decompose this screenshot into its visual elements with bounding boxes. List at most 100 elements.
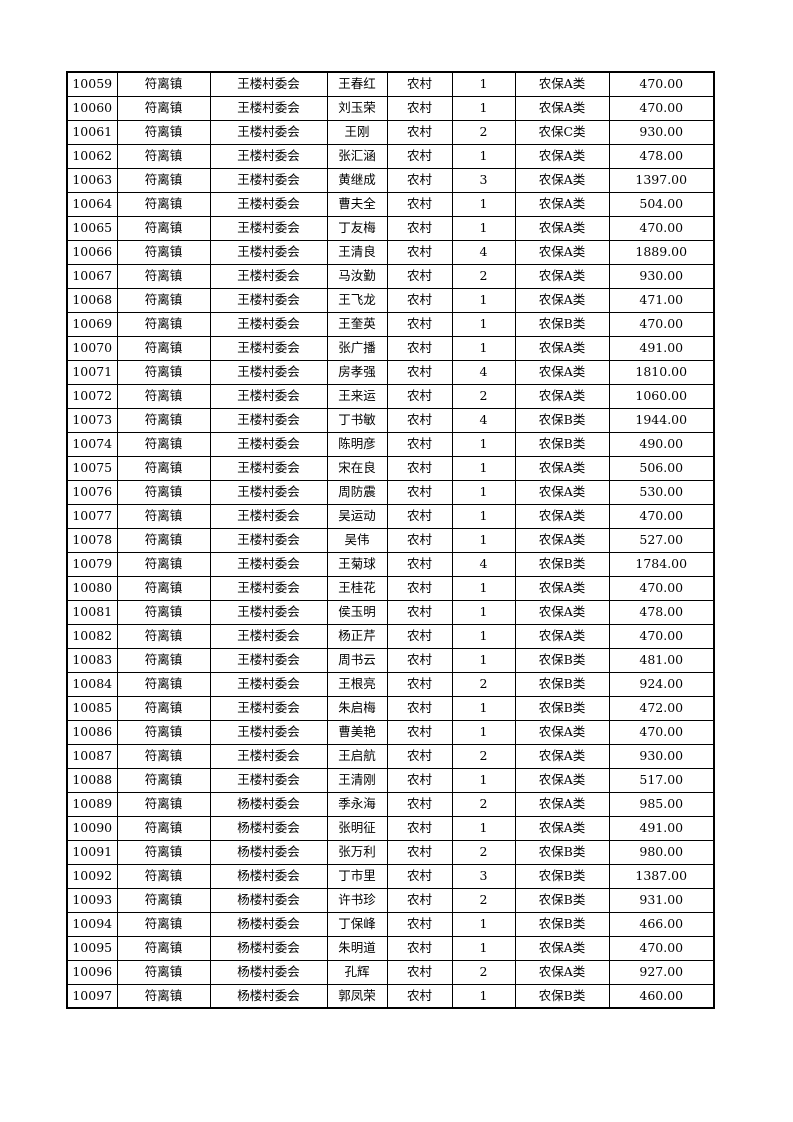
- table-row: 10092 符离镇 杨楼村委会 丁市里 农村 3 农保B类 1387.00: [66, 863, 715, 889]
- cell-insurance-type: 农保B类: [514, 431, 610, 457]
- cell-category: 农村: [386, 983, 453, 1009]
- cell-person-count: 3: [451, 863, 516, 889]
- cell-insurance-type: 农保B类: [514, 695, 610, 721]
- cell-person-name: 王刚: [326, 119, 388, 145]
- cell-category: 农村: [386, 911, 453, 937]
- cell-serial-number: 10092: [66, 863, 118, 889]
- cell-person-name: 房孝强: [326, 359, 388, 385]
- table-row: 10093 符离镇 杨楼村委会 许书珍 农村 2 农保B类 931.00: [66, 887, 715, 913]
- cell-serial-number: 10066: [66, 239, 118, 265]
- cell-amount: 470.00: [608, 95, 715, 121]
- cell-town: 符离镇: [116, 623, 211, 649]
- cell-amount: 924.00: [608, 671, 715, 697]
- cell-amount: 1944.00: [608, 407, 715, 433]
- cell-town: 符离镇: [116, 599, 211, 625]
- cell-category: 农村: [386, 431, 453, 457]
- cell-serial-number: 10093: [66, 887, 118, 913]
- cell-village-committee: 王楼村委会: [209, 383, 328, 409]
- cell-village-committee: 王楼村委会: [209, 575, 328, 601]
- cell-insurance-type: 农保C类: [514, 119, 610, 145]
- cell-category: 农村: [386, 671, 453, 697]
- cell-category: 农村: [386, 527, 453, 553]
- cell-category: 农村: [386, 119, 453, 145]
- cell-town: 符离镇: [116, 383, 211, 409]
- table-row: 10068 符离镇 王楼村委会 王飞龙 农村 1 农保A类 471.00: [66, 287, 715, 313]
- cell-town: 符离镇: [116, 359, 211, 385]
- cell-category: 农村: [386, 455, 453, 481]
- cell-amount: 481.00: [608, 647, 715, 673]
- table-row: 10086 符离镇 王楼村委会 曹美艳 农村 1 农保A类 470.00: [66, 719, 715, 745]
- table-row: 10094 符离镇 杨楼村委会 丁保峰 农村 1 农保B类 466.00: [66, 911, 715, 937]
- cell-insurance-type: 农保A类: [514, 455, 610, 481]
- cell-amount: 930.00: [608, 743, 715, 769]
- cell-person-count: 1: [451, 983, 516, 1009]
- cell-insurance-type: 农保B类: [514, 647, 610, 673]
- cell-town: 符离镇: [116, 935, 211, 961]
- cell-town: 符离镇: [116, 311, 211, 337]
- cell-serial-number: 10081: [66, 599, 118, 625]
- cell-town: 符离镇: [116, 263, 211, 289]
- cell-category: 农村: [386, 383, 453, 409]
- cell-person-name: 张广播: [326, 335, 388, 361]
- cell-insurance-type: 农保A类: [514, 215, 610, 241]
- cell-category: 农村: [386, 287, 453, 313]
- table-row: 10083 符离镇 王楼村委会 周书云 农村 1 农保B类 481.00: [66, 647, 715, 673]
- cell-insurance-type: 农保A类: [514, 95, 610, 121]
- cell-town: 符离镇: [116, 695, 211, 721]
- cell-town: 符离镇: [116, 647, 211, 673]
- table-row: 10064 符离镇 王楼村委会 曹夫全 农村 1 农保A类 504.00: [66, 191, 715, 217]
- table-row: 10065 符离镇 王楼村委会 丁友梅 农村 1 农保A类 470.00: [66, 215, 715, 241]
- cell-serial-number: 10080: [66, 575, 118, 601]
- cell-serial-number: 10088: [66, 767, 118, 793]
- cell-person-name: 王桂花: [326, 575, 388, 601]
- cell-person-name: 吴运动: [326, 503, 388, 529]
- cell-person-name: 张万利: [326, 839, 388, 865]
- cell-serial-number: 10063: [66, 167, 118, 193]
- table-row: 10070 符离镇 王楼村委会 张广播 农村 1 农保A类 491.00: [66, 335, 715, 361]
- cell-serial-number: 10084: [66, 671, 118, 697]
- cell-person-name: 周书云: [326, 647, 388, 673]
- cell-person-count: 1: [451, 815, 516, 841]
- cell-serial-number: 10059: [66, 71, 118, 97]
- table-row: 10082 符离镇 王楼村委会 杨正芹 农村 1 农保A类 470.00: [66, 623, 715, 649]
- cell-village-committee: 王楼村委会: [209, 119, 328, 145]
- table-row: 10085 符离镇 王楼村委会 朱启梅 农村 1 农保B类 472.00: [66, 695, 715, 721]
- cell-person-count: 2: [451, 383, 516, 409]
- cell-insurance-type: 农保A类: [514, 503, 610, 529]
- cell-person-name: 朱启梅: [326, 695, 388, 721]
- cell-amount: 930.00: [608, 263, 715, 289]
- cell-amount: 470.00: [608, 311, 715, 337]
- cell-village-committee: 王楼村委会: [209, 263, 328, 289]
- cell-amount: 927.00: [608, 959, 715, 985]
- cell-town: 符离镇: [116, 551, 211, 577]
- cell-category: 农村: [386, 815, 453, 841]
- cell-person-count: 1: [451, 95, 516, 121]
- cell-person-name: 曹夫全: [326, 191, 388, 217]
- cell-village-committee: 王楼村委会: [209, 167, 328, 193]
- cell-person-count: 1: [451, 191, 516, 217]
- cell-serial-number: 10074: [66, 431, 118, 457]
- table-row: 10090 符离镇 杨楼村委会 张明征 农村 1 农保A类 491.00: [66, 815, 715, 841]
- cell-serial-number: 10068: [66, 287, 118, 313]
- cell-town: 符离镇: [116, 143, 211, 169]
- cell-person-name: 张汇涵: [326, 143, 388, 169]
- cell-person-count: 1: [451, 503, 516, 529]
- cell-amount: 930.00: [608, 119, 715, 145]
- cell-person-name: 王根亮: [326, 671, 388, 697]
- cell-town: 符离镇: [116, 671, 211, 697]
- cell-person-count: 1: [451, 431, 516, 457]
- cell-town: 符离镇: [116, 887, 211, 913]
- cell-person-name: 曹美艳: [326, 719, 388, 745]
- cell-amount: 470.00: [608, 215, 715, 241]
- cell-amount: 491.00: [608, 335, 715, 361]
- table-row: 10061 符离镇 王楼村委会 王刚 农村 2 农保C类 930.00: [66, 119, 715, 145]
- cell-village-committee: 王楼村委会: [209, 95, 328, 121]
- cell-amount: 460.00: [608, 983, 715, 1009]
- cell-insurance-type: 农保A类: [514, 167, 610, 193]
- cell-category: 农村: [386, 863, 453, 889]
- cell-insurance-type: 农保A类: [514, 935, 610, 961]
- cell-insurance-type: 农保A类: [514, 71, 610, 97]
- cell-town: 符离镇: [116, 407, 211, 433]
- cell-village-committee: 王楼村委会: [209, 623, 328, 649]
- cell-amount: 470.00: [608, 935, 715, 961]
